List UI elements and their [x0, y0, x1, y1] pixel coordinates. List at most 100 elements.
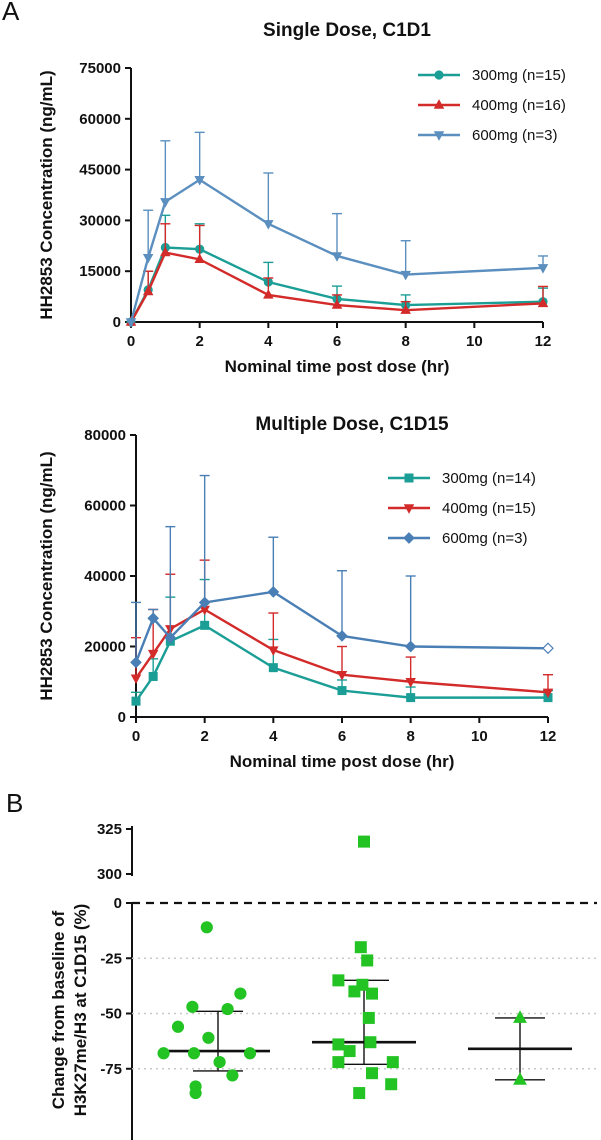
data-point — [147, 612, 160, 625]
data-point — [386, 1056, 399, 1069]
data-point — [336, 671, 348, 681]
data-point — [400, 304, 411, 314]
legend-marker — [433, 99, 445, 109]
data-point — [130, 656, 142, 669]
y-axis-label: Change from baseline of H3K27me/H3 at C1D… — [49, 904, 90, 1117]
x-tick-label: 8 — [401, 333, 409, 350]
data-point — [171, 1020, 185, 1033]
legend-label: 600mg (n=3) — [442, 530, 527, 547]
data-point — [331, 299, 343, 309]
y-tick-label: -50 — [100, 1006, 122, 1023]
y-axis-label: HH2853 Concentration (ng/mL) — [37, 451, 56, 700]
y-tick-label: 0 — [114, 895, 122, 912]
x-tick-label: 0 — [127, 333, 135, 350]
data-point — [353, 1087, 366, 1100]
data-point — [263, 289, 274, 299]
x-tick-label: 2 — [195, 333, 203, 350]
data-point — [513, 1072, 527, 1085]
data-point — [361, 954, 374, 967]
x-tick-label: 4 — [269, 728, 278, 745]
data-point — [537, 297, 549, 308]
data-point — [131, 696, 141, 706]
data-point — [243, 1047, 257, 1060]
data-point — [194, 176, 205, 186]
data-point — [142, 285, 154, 296]
y-tick-label: 300 — [97, 866, 122, 883]
data-point — [130, 674, 142, 685]
x-tick-label: 12 — [540, 728, 557, 745]
y-tick-label: -75 — [100, 1061, 122, 1078]
panel-a-label: A — [2, 0, 20, 26]
data-point — [348, 985, 361, 998]
y-tick-label: 30000 — [79, 212, 121, 229]
data-point — [202, 1031, 215, 1044]
data-point — [268, 646, 279, 656]
y-tick-label: 45000 — [79, 162, 121, 179]
series-line — [129, 251, 544, 323]
y-tick-label: 75000 — [79, 60, 121, 77]
x-tick-label: 10 — [466, 333, 483, 350]
legend-marker — [434, 70, 444, 80]
x-tick-label: 12 — [535, 333, 552, 350]
data-point — [364, 1036, 377, 1049]
x-tick-label: 8 — [406, 728, 414, 745]
data-point — [221, 1002, 234, 1016]
legend-label: 400mg (n=15) — [442, 500, 536, 517]
data-point — [513, 1010, 527, 1023]
legend-label: 400mg (n=16) — [472, 97, 566, 114]
data-point — [405, 678, 416, 688]
data-point — [160, 246, 171, 257]
data-point — [263, 220, 274, 230]
y-tick-label: 60000 — [79, 111, 121, 128]
series-line — [135, 608, 549, 694]
y-tick-label: 80000 — [84, 427, 126, 444]
x-axis-label: Nominal time post dose (hr) — [225, 357, 450, 376]
y-tick-label: 60000 — [84, 498, 126, 515]
data-point — [148, 671, 158, 681]
data-point — [189, 1086, 202, 1100]
data-point — [268, 663, 278, 673]
data-point — [234, 987, 247, 1000]
data-point — [157, 1047, 170, 1060]
series-line — [134, 590, 549, 663]
x-tick-label: 0 — [132, 728, 140, 745]
legend-label: 300mg (n=14) — [442, 470, 536, 487]
legend-marker — [403, 532, 415, 544]
data-point — [267, 586, 280, 598]
data-point — [354, 941, 367, 954]
data-point — [366, 987, 378, 1000]
legend-marker — [404, 473, 414, 483]
data-point — [198, 596, 211, 609]
x-tick-label: 10 — [471, 728, 488, 745]
data-point — [200, 921, 213, 934]
data-point — [404, 640, 417, 653]
x-tick-label: 2 — [200, 728, 208, 745]
data-point-outlier — [358, 835, 370, 848]
data-point — [406, 693, 416, 703]
y-axis-label: HH2853 Concentration (ng/mL) — [37, 70, 56, 319]
data-point — [343, 1045, 356, 1058]
data-point — [187, 1047, 201, 1060]
data-point — [542, 688, 554, 699]
chart-title: Multiple Dose, C1D15 — [255, 414, 449, 435]
data-point — [542, 642, 554, 655]
chart-title: Single Dose, C1D1 — [263, 20, 431, 41]
data-point — [213, 1056, 226, 1069]
x-axis-label: Nominal time post dose (hr) — [230, 752, 455, 771]
series-line — [135, 623, 548, 702]
data-point — [366, 1067, 378, 1080]
legend-marker — [433, 131, 445, 141]
data-point — [200, 620, 210, 630]
y-tick-label: 325 — [97, 821, 122, 838]
panel-b-label: B — [6, 788, 24, 818]
data-point — [160, 198, 171, 208]
y-tick-label: 0 — [118, 709, 126, 726]
data-point — [336, 630, 348, 642]
data-point — [332, 1056, 345, 1069]
y-axis-label-line: Change from baseline of — [49, 910, 68, 1109]
legend-label: 300mg (n=15) — [472, 67, 566, 84]
data-point — [356, 978, 369, 991]
data-point — [164, 631, 177, 644]
data-point — [385, 1078, 398, 1091]
